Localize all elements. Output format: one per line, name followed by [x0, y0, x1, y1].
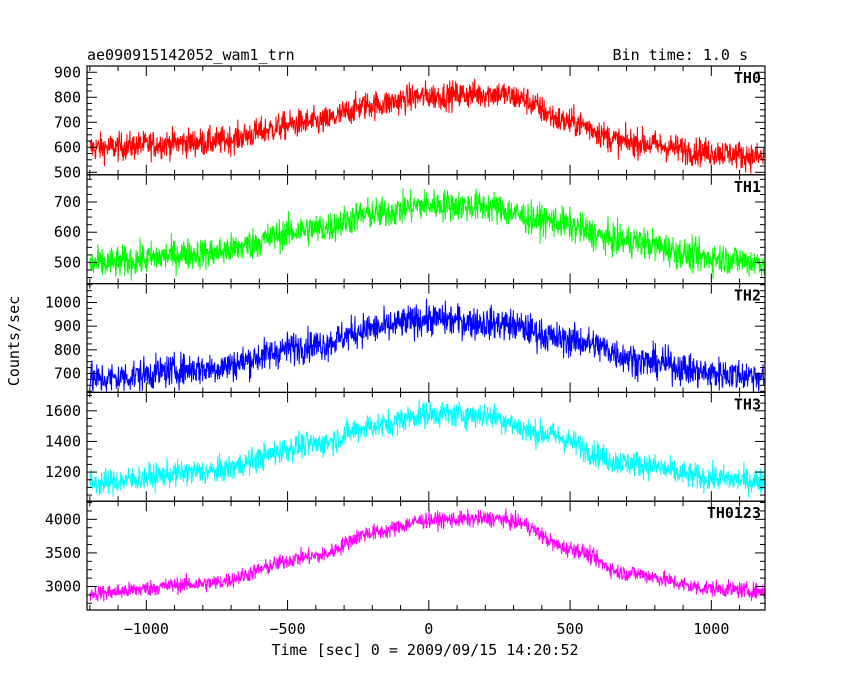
y-tick-label: 3000 — [45, 577, 81, 595]
x-axis-label: Time [sec] 0 = 2009/09/15 14:20:52 — [271, 641, 578, 659]
x-tick-label: 0 — [424, 620, 433, 638]
y-tick-label: 900 — [54, 63, 81, 81]
series-line-th1 — [89, 188, 765, 281]
series-line-th0 — [89, 78, 765, 174]
panel-label-th0: TH0 — [734, 69, 761, 87]
series-line-th0123 — [89, 508, 765, 602]
y-tick-label: 1400 — [45, 432, 81, 450]
y-tick-label: 1600 — [45, 402, 81, 420]
panels-group: 500 600 700 800 900 TH0 500 600 700 TH1 700 800 900 1… — [45, 63, 766, 638]
y-tick-label: 800 — [54, 341, 81, 359]
panel-label-th2: TH2 — [734, 287, 761, 305]
y-tick-label: 1200 — [45, 463, 81, 481]
chart-title: ae090915142052_wam1_trn — [87, 46, 295, 64]
y-tick-label: 800 — [54, 88, 81, 106]
x-tick-label: 1000 — [693, 620, 729, 638]
bin-time-label: Bin time: 1.0 s — [613, 46, 748, 64]
panel-th1: 500 600 700 TH1 — [54, 174, 766, 285]
panel-frame — [86, 500, 766, 611]
y-tick-label: 600 — [54, 223, 81, 241]
panel-th0123: 3000 3500 4000 TH0123 — [45, 500, 766, 611]
panel-label-th1: TH1 — [734, 178, 761, 196]
y-tick-label: 3500 — [45, 544, 81, 562]
x-tick-label: −500 — [270, 620, 306, 638]
y-tick-label: 900 — [54, 317, 81, 335]
y-tick-label: 4000 — [45, 510, 81, 528]
y-axis-label: Counts/sec — [5, 296, 23, 386]
series-line-th3 — [89, 399, 765, 499]
panel-th0: 500 600 700 800 900 TH0 — [54, 63, 766, 181]
y-tick-label: 600 — [54, 138, 81, 156]
panel-th2: 700 800 900 1000 TH2 — [45, 283, 766, 394]
y-tick-label: 700 — [54, 364, 81, 382]
y-tick-label: 700 — [54, 113, 81, 131]
y-tick-label: 1000 — [45, 294, 81, 312]
panel-label-th3: TH3 — [734, 395, 761, 413]
panel-label-th0123: TH0123 — [707, 504, 761, 522]
y-tick-label: 700 — [54, 193, 81, 211]
y-tick-label: 500 — [54, 253, 81, 271]
y-tick-label: 500 — [54, 163, 81, 181]
x-tick-label: 500 — [557, 620, 584, 638]
series-line-th2 — [89, 298, 765, 393]
x-tick-label: −1000 — [124, 620, 169, 638]
panel-th3: 1200 1400 1600 TH3 — [45, 391, 766, 502]
